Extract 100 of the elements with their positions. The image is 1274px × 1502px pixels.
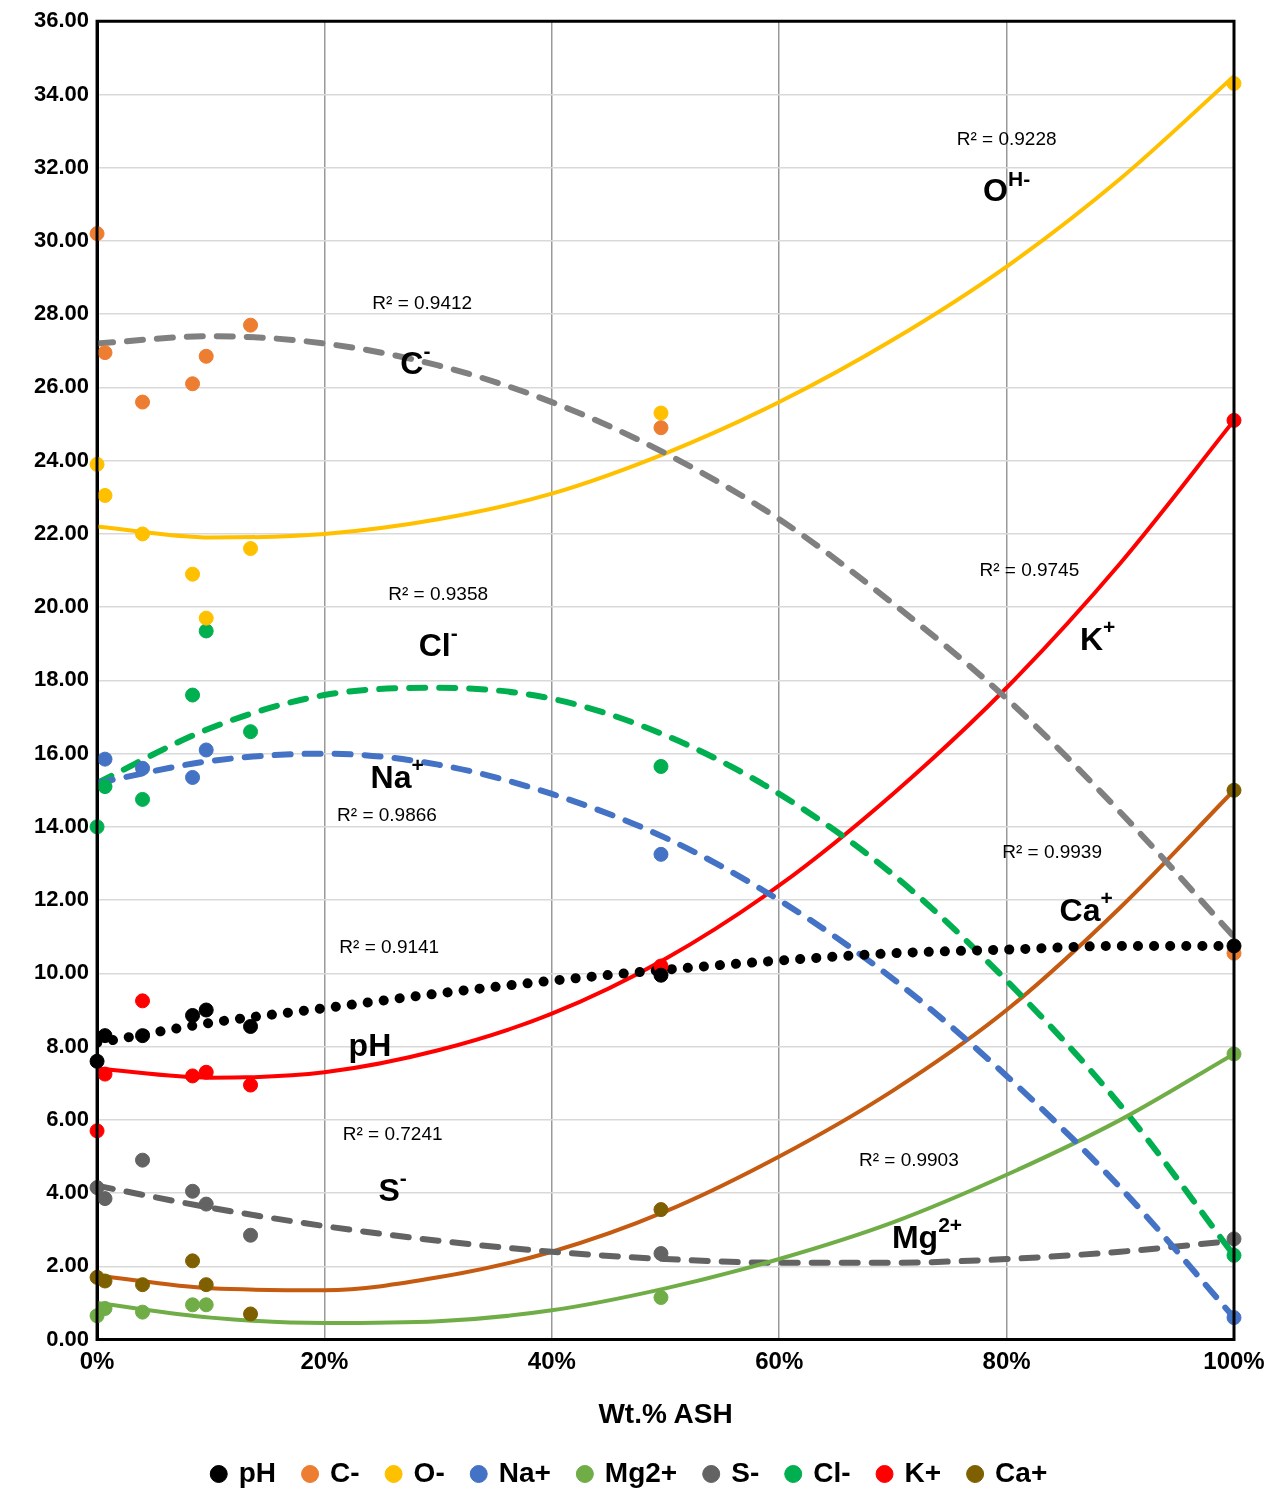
y-tick-label: 22.00 (33, 519, 90, 545)
annotation: R² = 0.9745 (979, 559, 1080, 581)
annotation: Ca+ (1059, 886, 1113, 929)
annotation: R² = 0.9228 (956, 128, 1057, 150)
point (135, 1277, 151, 1293)
point (185, 1068, 201, 1084)
annotation: C- (400, 339, 431, 382)
point (198, 1064, 214, 1080)
legend-label: K+ (904, 1456, 942, 1488)
point (185, 769, 201, 785)
annotation: R² = 0.9903 (858, 1148, 959, 1170)
point (653, 846, 669, 862)
point (135, 1152, 151, 1168)
x-tick-label: 60% (755, 1346, 804, 1374)
point (243, 541, 259, 557)
y-tick-label: 24.00 (33, 446, 90, 472)
point (653, 405, 669, 421)
point (653, 758, 669, 774)
y-tick-label: 34.00 (33, 80, 90, 106)
y-tick-label: 20.00 (33, 593, 90, 619)
y-tick-label: 16.00 (33, 739, 90, 765)
point (653, 967, 669, 983)
point (243, 1227, 259, 1243)
y-tick-label: 14.00 (33, 812, 90, 838)
y-tick-label: 36.00 (33, 7, 90, 33)
point (135, 1304, 151, 1320)
point (198, 623, 214, 639)
point (243, 1077, 259, 1093)
y-tick-label: 10.00 (33, 959, 90, 985)
point (97, 779, 113, 795)
point (653, 1202, 669, 1218)
point (97, 1273, 113, 1289)
x-tick-label: 80% (982, 1346, 1031, 1374)
point (243, 1018, 259, 1034)
legend-label: S- (731, 1456, 760, 1488)
legend-label: Cl- (813, 1456, 851, 1488)
point (97, 487, 113, 503)
point (185, 1007, 201, 1023)
point (97, 751, 113, 767)
point (198, 1196, 214, 1212)
x-tick-label: 20% (300, 1346, 349, 1374)
point (97, 345, 113, 361)
legend-label: Na+ (498, 1456, 551, 1488)
point (198, 1002, 214, 1018)
point (243, 317, 259, 333)
point (185, 1297, 201, 1313)
y-tick-label: 30.00 (33, 227, 90, 252)
x-tick-label: 40% (527, 1346, 576, 1374)
point (198, 742, 214, 758)
point (185, 1253, 201, 1269)
point (97, 1300, 113, 1316)
point (198, 348, 214, 364)
legend-label: pH (238, 1456, 277, 1488)
point (243, 724, 259, 740)
legend-label: O- (413, 1456, 445, 1488)
annotation: R² = 0.9412 (372, 291, 473, 313)
y-tick-label: 26.00 (33, 373, 90, 399)
annotation: K+ (1079, 614, 1116, 657)
point (185, 566, 201, 582)
y-tick-label: 12.00 (33, 886, 90, 912)
point (135, 526, 151, 542)
y-tick-label: 4.00 (46, 1179, 90, 1205)
y-tick-label: 32.00 (33, 153, 90, 179)
point (198, 1297, 214, 1313)
annotation: pH (348, 1026, 392, 1063)
legend-label: C- (330, 1456, 360, 1488)
annotation: R² = 0.9358 (388, 582, 489, 604)
point (198, 610, 214, 626)
point (185, 1183, 201, 1199)
point (653, 420, 669, 436)
point (185, 687, 201, 703)
y-tick-label: 6.00 (46, 1105, 90, 1131)
point (135, 993, 151, 1009)
annotation: R² = 0.9866 (337, 804, 437, 826)
legend-label: Ca+ (995, 1456, 1048, 1488)
annotation: R² = 0.9141 (339, 936, 440, 958)
x-tick-label: 100% (1203, 1346, 1265, 1374)
point (653, 1246, 669, 1262)
y-tick-label: 8.00 (46, 1032, 90, 1058)
point (198, 1277, 214, 1293)
annotation: R² = 0.9939 (1002, 841, 1103, 863)
y-tick-label: 18.00 (33, 666, 90, 692)
annotation: Cl- (418, 621, 458, 664)
point (97, 1028, 113, 1044)
point (135, 760, 151, 776)
point (185, 376, 201, 392)
point (135, 1028, 151, 1044)
legend-label: Mg2+ (604, 1456, 678, 1488)
point (135, 791, 151, 807)
annotation: R² = 0.7241 (342, 1123, 443, 1145)
y-tick-label: 2.00 (46, 1252, 90, 1278)
point (97, 1066, 113, 1082)
annotation: S- (378, 1165, 407, 1208)
x-axis-title: Wt.% ASH (598, 1397, 733, 1429)
point (135, 394, 151, 410)
annotation: Na+ (370, 753, 424, 796)
point (653, 1289, 669, 1305)
y-tick-label: 28.00 (33, 300, 90, 326)
point (97, 1191, 113, 1207)
point (243, 1306, 259, 1322)
